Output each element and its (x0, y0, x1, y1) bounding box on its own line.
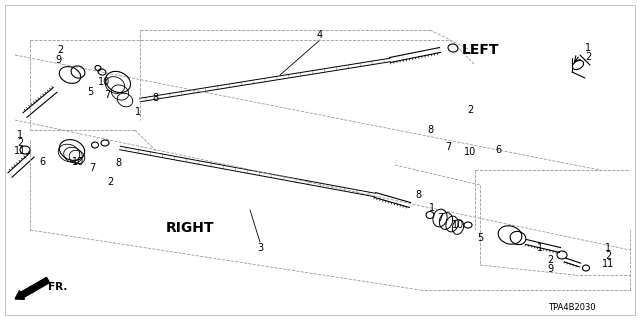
Text: 2: 2 (467, 105, 473, 115)
Text: 9: 9 (547, 264, 553, 274)
Text: 1: 1 (135, 107, 141, 117)
Text: 4: 4 (317, 30, 323, 40)
Text: 1: 1 (585, 43, 591, 53)
Text: 1: 1 (605, 243, 611, 253)
Text: 10: 10 (72, 157, 84, 167)
Text: 7: 7 (104, 90, 110, 100)
Text: TPA4B2030: TPA4B2030 (548, 302, 596, 311)
Text: 8: 8 (115, 158, 121, 168)
Text: 7: 7 (437, 213, 443, 223)
Text: 8: 8 (415, 190, 421, 200)
Text: 7: 7 (445, 142, 451, 152)
Text: 5: 5 (87, 87, 93, 97)
Text: 8: 8 (427, 125, 433, 135)
Text: 1: 1 (429, 203, 435, 213)
Text: 10: 10 (98, 77, 110, 87)
Text: 2: 2 (605, 251, 611, 261)
Text: 5: 5 (477, 233, 483, 243)
FancyArrow shape (15, 277, 49, 299)
Text: 6: 6 (39, 157, 45, 167)
Text: 10: 10 (464, 147, 476, 157)
Text: 2: 2 (57, 45, 63, 55)
Text: 8: 8 (152, 93, 158, 103)
Text: RIGHT: RIGHT (166, 221, 214, 235)
Text: 10: 10 (452, 220, 464, 230)
Text: LEFT: LEFT (461, 43, 499, 57)
Text: 3: 3 (257, 243, 263, 253)
Text: 1: 1 (17, 130, 23, 140)
Text: 2: 2 (17, 138, 23, 148)
Text: 2: 2 (107, 177, 113, 187)
Text: 2: 2 (547, 255, 553, 265)
Text: 7: 7 (89, 163, 95, 173)
Text: 2: 2 (585, 52, 591, 62)
Text: 1: 1 (537, 243, 543, 253)
Text: 6: 6 (495, 145, 501, 155)
Text: FR.: FR. (48, 282, 68, 292)
Text: 9: 9 (55, 55, 61, 65)
Text: 11: 11 (14, 146, 26, 156)
Text: 11: 11 (602, 259, 614, 269)
